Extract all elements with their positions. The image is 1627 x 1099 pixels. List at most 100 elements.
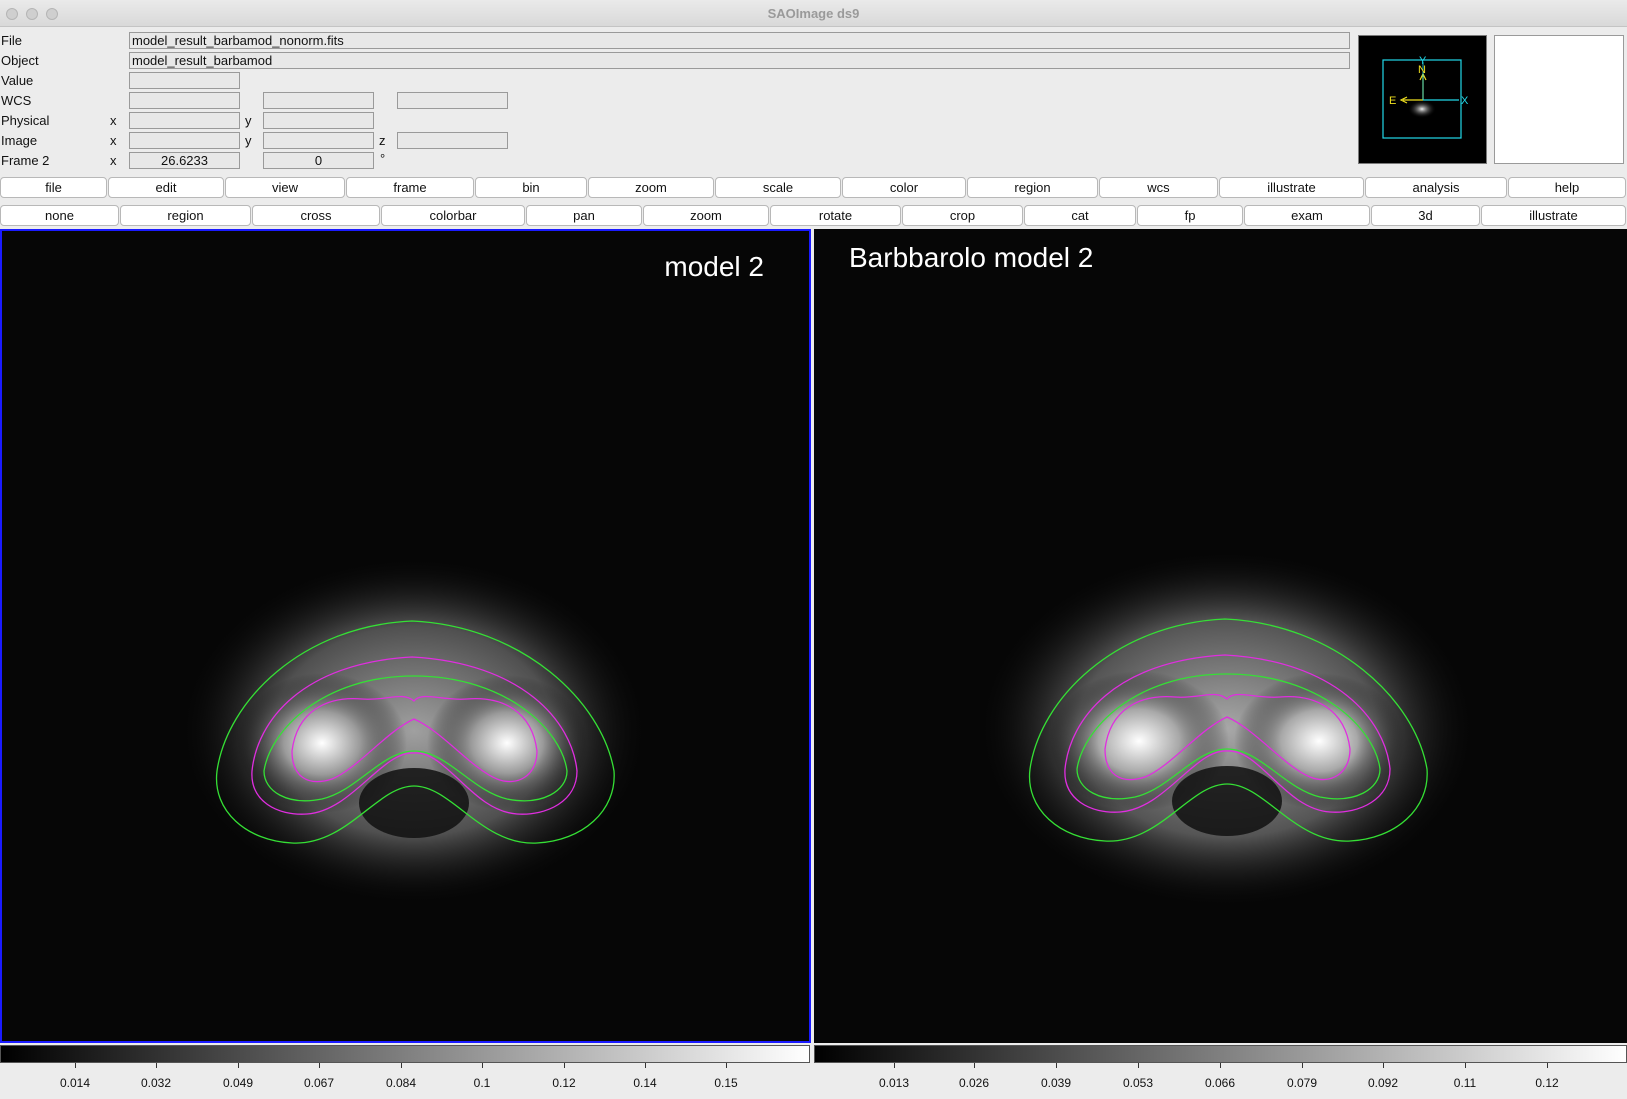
menu-button-illustrate[interactable]: illustrate xyxy=(1219,177,1364,198)
window-title: SAOImage ds9 xyxy=(767,6,860,21)
frame-label: Frame 2 xyxy=(1,153,50,168)
physical-label: Physical xyxy=(1,113,50,128)
colorbar-2-tick: 0.092 xyxy=(1367,1076,1399,1090)
minimize-window-button[interactable] xyxy=(26,8,38,20)
panner[interactable]: N E Y X xyxy=(1358,35,1487,164)
mode-button-crop[interactable]: crop xyxy=(902,205,1023,226)
menu-button-edit[interactable]: edit xyxy=(108,177,224,198)
source-halo xyxy=(179,556,649,906)
menu-button-view[interactable]: view xyxy=(225,177,345,198)
colorbar-1-tick: 0.084 xyxy=(385,1076,417,1090)
window-titlebar: SAOImage ds9 xyxy=(0,0,1627,27)
frame-angle-field: 0 xyxy=(263,152,374,169)
colorbar-2-ticks: 0.013 0.026 0.039 0.053 0.066 0.079 0.09… xyxy=(814,1063,1627,1099)
file-label: File xyxy=(1,33,22,48)
frame-x-label: x xyxy=(110,153,117,168)
zoom-window-button[interactable] xyxy=(46,8,58,20)
menu-button-scale[interactable]: scale xyxy=(715,177,841,198)
contour-outer-green[interactable] xyxy=(215,620,615,844)
source-gap xyxy=(359,768,469,838)
frame-2-image[interactable]: Barbbarolo model 2 xyxy=(814,229,1627,1043)
menu-button-analysis[interactable]: analysis xyxy=(1365,177,1507,198)
mode-button-cat[interactable]: cat xyxy=(1024,205,1136,226)
menu-button-zoom[interactable]: zoom xyxy=(588,177,714,198)
colorbar-1-tick: 0.15 xyxy=(714,1076,738,1090)
mode-button-exam[interactable]: exam xyxy=(1244,205,1370,226)
menu-button-help[interactable]: help xyxy=(1508,177,1626,198)
menu-button-color[interactable]: color xyxy=(842,177,966,198)
close-window-button[interactable] xyxy=(6,8,18,20)
frame-2-label: Barbbarolo model 2 xyxy=(849,242,1093,273)
panner-thumbnail xyxy=(1408,100,1436,118)
tick-mark xyxy=(482,1063,483,1068)
mode-button-fp[interactable]: fp xyxy=(1137,205,1243,226)
mode-button-region[interactable]: region xyxy=(120,205,251,226)
mode-button-bar: none region cross colorbar pan zoom rota… xyxy=(0,205,1627,227)
colorbar-2[interactable] xyxy=(814,1045,1627,1063)
tick-mark xyxy=(726,1063,727,1068)
object-field: model_result_barbamod xyxy=(129,52,1350,69)
colorbar-2-tick: 0.079 xyxy=(1286,1076,1318,1090)
mode-button-rotate[interactable]: rotate xyxy=(770,205,901,226)
main-button-bar: file edit view frame bin zoom scale colo… xyxy=(0,177,1627,199)
frame-2[interactable]: Barbbarolo model 2 xyxy=(814,229,1627,1043)
file-field: model_result_barbamod_nonorm.fits xyxy=(129,32,1350,49)
tick-mark xyxy=(238,1063,239,1068)
colorbar-1-tick: 0.049 xyxy=(222,1076,254,1090)
contour-inner-green[interactable] xyxy=(1076,673,1381,800)
panner-east-label: E xyxy=(1389,95,1396,107)
mode-button-illustrate[interactable]: illustrate xyxy=(1481,205,1626,226)
colorbar-2-tick: 0.053 xyxy=(1122,1076,1154,1090)
mode-button-cross[interactable]: cross xyxy=(252,205,380,226)
image-y-label: y xyxy=(245,133,252,148)
tick-mark xyxy=(974,1063,975,1068)
value-label: Value xyxy=(1,73,34,88)
wcs-field-1 xyxy=(129,92,240,109)
contour-inner-magenta[interactable] xyxy=(291,695,538,783)
menu-button-frame[interactable]: frame xyxy=(346,177,474,198)
panner-y-label: Y xyxy=(1419,55,1427,67)
menu-button-region[interactable]: region xyxy=(967,177,1098,198)
physical-x-field xyxy=(129,112,240,129)
colorbar-1-tick: 0.067 xyxy=(303,1076,335,1090)
colorbar-2-tick: 0.039 xyxy=(1040,1076,1072,1090)
menu-button-bin[interactable]: bin xyxy=(475,177,587,198)
contour-inner-magenta[interactable] xyxy=(1104,693,1351,781)
contour-outer-magenta[interactable] xyxy=(1064,654,1391,813)
frame-x-field: 26.6233 xyxy=(129,152,240,169)
mode-button-pan[interactable]: pan xyxy=(526,205,642,226)
colorbar-1-ticks: 0.014 0.032 0.049 0.067 0.084 0.1 0.12 0… xyxy=(0,1063,810,1099)
panner-north-label: N xyxy=(1418,64,1426,76)
degree-symbol: ° xyxy=(380,151,386,166)
mode-button-none[interactable]: none xyxy=(0,205,119,226)
colorbar-1[interactable] xyxy=(0,1045,810,1063)
frame-1[interactable]: model 2 xyxy=(0,229,811,1043)
contour-outer-magenta[interactable] xyxy=(251,656,578,815)
wcs-label: WCS xyxy=(1,93,32,108)
value-field xyxy=(129,72,240,89)
tick-mark xyxy=(894,1063,895,1068)
menu-button-wcs[interactable]: wcs xyxy=(1099,177,1218,198)
colorbar-1-tick: 0.12 xyxy=(552,1076,576,1090)
mode-button-zoom[interactable]: zoom xyxy=(643,205,769,226)
panner-box[interactable] xyxy=(1382,59,1462,139)
colorbar-2-tick: 0.013 xyxy=(878,1076,910,1090)
tick-mark xyxy=(75,1063,76,1068)
image-y-field xyxy=(263,132,374,149)
physical-y-field xyxy=(263,112,374,129)
colorbar-1-tick: 0.032 xyxy=(140,1076,172,1090)
contour-outer-green[interactable] xyxy=(1028,618,1428,842)
frame-1-label: model 2 xyxy=(664,251,764,282)
tick-mark xyxy=(1465,1063,1466,1068)
frame-1-image[interactable]: model 2 xyxy=(2,231,809,1041)
colorbar-2-tick: 0.026 xyxy=(958,1076,990,1090)
mode-button-3d[interactable]: 3d xyxy=(1371,205,1480,226)
wcs-field-2 xyxy=(263,92,374,109)
mode-button-colorbar[interactable]: colorbar xyxy=(381,205,525,226)
tick-mark xyxy=(1302,1063,1303,1068)
colorbar-1-tick: 0.1 xyxy=(473,1076,491,1090)
contour-inner-green[interactable] xyxy=(263,675,568,802)
menu-button-file[interactable]: file xyxy=(0,177,107,198)
image-x-field xyxy=(129,132,240,149)
tick-mark xyxy=(1383,1063,1384,1068)
